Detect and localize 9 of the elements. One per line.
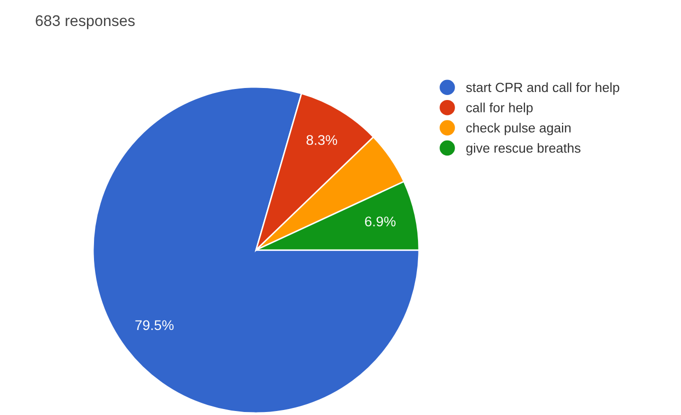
legend-label: give rescue breaths: [466, 143, 580, 156]
data-label: 8.3%: [306, 135, 338, 145]
chart-title: 683 responses: [36, 15, 135, 30]
legend-label: check pulse again: [466, 122, 571, 136]
pie-slice: [92, 86, 420, 414]
data-label: 79.5%: [135, 320, 174, 330]
legend-label: call for help: [466, 102, 533, 115]
legend-label: start CPR and call for help: [466, 82, 620, 95]
data-label: 6.9%: [365, 216, 396, 226]
